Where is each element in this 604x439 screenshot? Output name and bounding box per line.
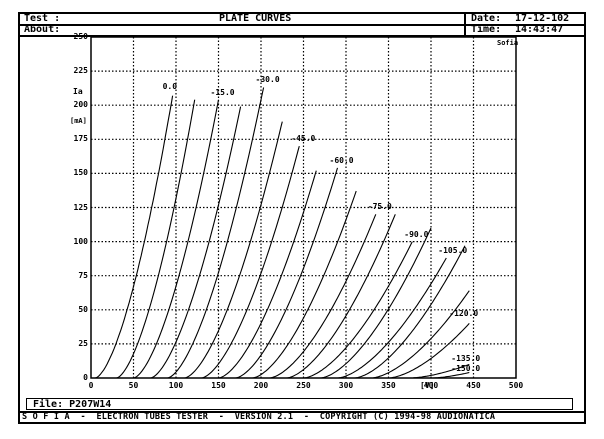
file-name: P207W14 <box>69 399 112 410</box>
x-tick-label: 0 <box>88 381 94 390</box>
file-label: File: <box>33 399 64 410</box>
date-label: Date: <box>471 13 502 24</box>
test-label: Test : <box>24 13 61 24</box>
x-axis-unit: [V] <box>420 381 435 390</box>
x-tick-label: 350 <box>381 381 396 390</box>
y-tick-label: 50 <box>78 304 88 314</box>
curve-label: -120.0 <box>449 308 479 318</box>
header-divider-2 <box>18 35 586 37</box>
x-tick-label: 500 <box>508 381 524 390</box>
x-tick-label: 400 <box>423 381 439 390</box>
y-tick-label: 125 <box>73 202 88 212</box>
footer-banner: S O F I A - ELECTRON TUBES TESTER - VERS… <box>22 412 496 422</box>
file-field: File: P207W14 <box>26 398 573 410</box>
y-axis-unit: [mA] <box>70 117 87 125</box>
x-tick-label: 250 <box>296 381 311 390</box>
y-tick-label: 100 <box>73 236 88 246</box>
y-axis-name: Ia <box>73 87 83 96</box>
x-tick-label: 450 <box>466 381 481 390</box>
curve-label: -75.0 <box>367 202 392 212</box>
curve-label: -90.0 <box>404 229 429 239</box>
x-tick-label: 300 <box>338 381 354 390</box>
time-label: Time: <box>471 24 502 35</box>
y-tick-label: 75 <box>78 270 88 280</box>
curve-label: -105.0 <box>438 245 468 255</box>
curve-label: -150.0 <box>451 363 481 373</box>
y-tick-label: 175 <box>73 134 88 144</box>
page-title: PLATE CURVES <box>219 13 292 24</box>
x-tick-label: 150 <box>211 381 226 390</box>
curve-label: -135.0 <box>451 354 481 364</box>
x-tick-label: 200 <box>253 381 269 390</box>
header-vdivider <box>464 12 466 36</box>
y-tick-label: 25 <box>78 338 88 348</box>
about-label: About: <box>24 24 61 35</box>
y-tick-label: 225 <box>73 66 88 76</box>
curve-label: -45.0 <box>291 134 316 144</box>
time-value: 14:43:47 <box>515 24 564 35</box>
curve-label: -15.0 <box>210 87 235 97</box>
y-tick-label: 250 <box>73 32 88 41</box>
footer-divider <box>18 411 586 413</box>
y-tick-label: 150 <box>73 168 88 178</box>
y-tick-label: 0 <box>83 373 88 382</box>
curve-label: -60.0 <box>329 155 354 165</box>
curve-label: 0.0 <box>162 81 178 91</box>
curve-label: -30.0 <box>255 75 280 85</box>
app-window <box>18 12 586 424</box>
y-tick-label: 200 <box>73 100 88 110</box>
x-tick-label: 50 <box>128 381 139 390</box>
header-divider <box>18 24 586 26</box>
corner-label: Sofia <box>497 39 519 47</box>
x-tick-label: 100 <box>168 381 184 390</box>
date-value: 17-12-102 <box>515 13 570 24</box>
